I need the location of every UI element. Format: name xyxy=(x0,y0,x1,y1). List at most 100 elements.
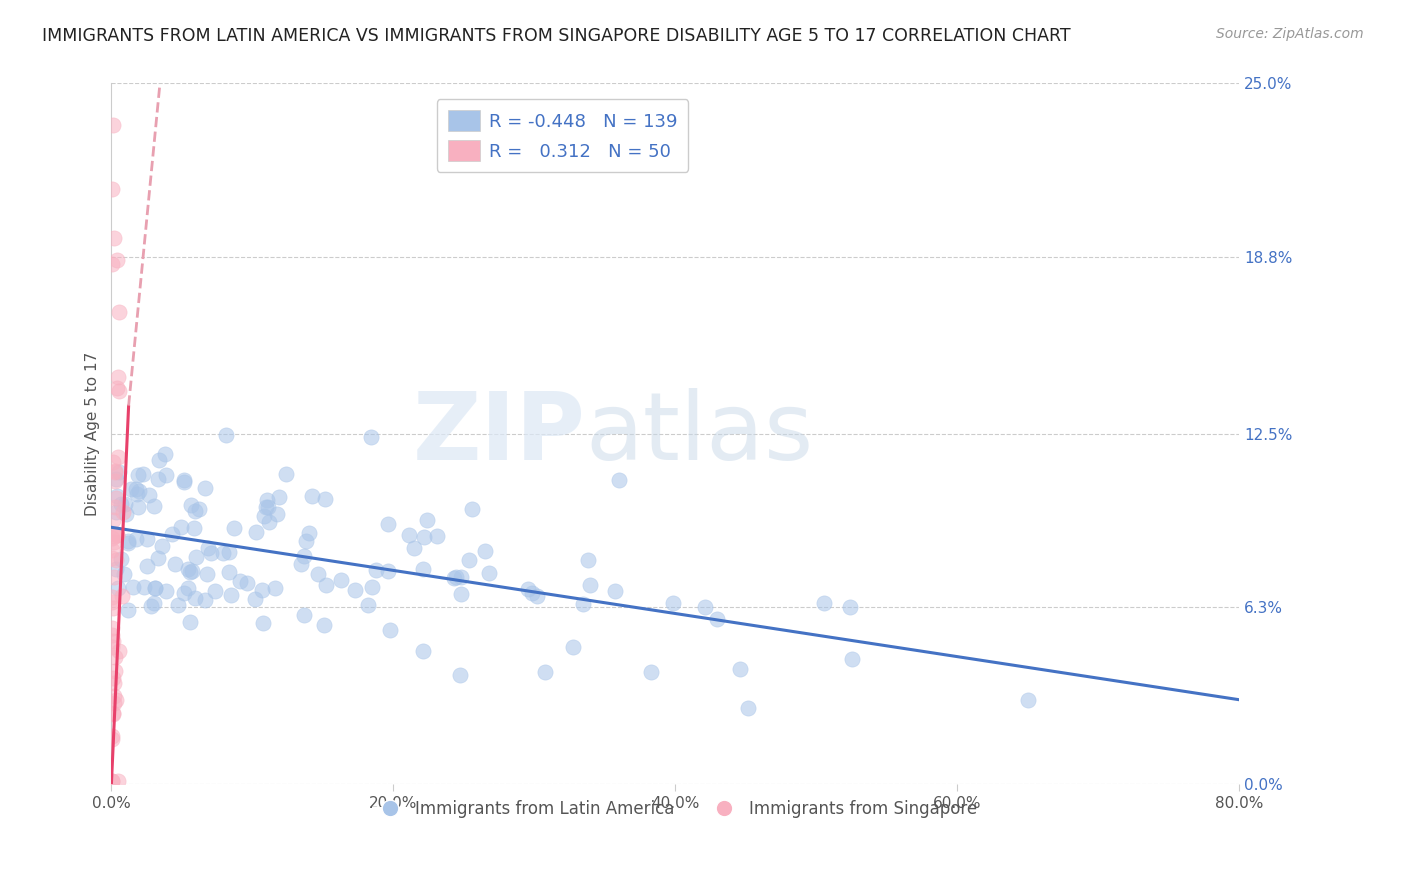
Point xyxy=(100,590,122,604)
Point xyxy=(412,562,434,576)
Point xyxy=(450,570,472,584)
Point xyxy=(104,463,127,477)
Point xyxy=(250,582,273,597)
Point xyxy=(101,706,124,721)
Point xyxy=(444,570,467,584)
Point xyxy=(195,567,218,582)
Point xyxy=(105,381,128,395)
Point xyxy=(290,557,312,571)
Point xyxy=(150,540,173,554)
Point xyxy=(307,566,329,581)
Point xyxy=(219,588,242,602)
Point xyxy=(254,500,277,515)
Point xyxy=(127,467,149,482)
Point xyxy=(101,455,124,469)
Point xyxy=(294,607,316,622)
Text: ZIP: ZIP xyxy=(412,388,585,480)
Point xyxy=(101,601,124,615)
Point xyxy=(117,536,139,550)
Point xyxy=(443,571,465,585)
Text: IMMIGRANTS FROM LATIN AMERICA VS IMMIGRANTS FROM SINGAPORE DISABILITY AGE 5 TO 1: IMMIGRANTS FROM LATIN AMERICA VS IMMIGRA… xyxy=(42,27,1071,45)
Point xyxy=(706,612,728,626)
Point xyxy=(138,488,160,502)
Point xyxy=(148,550,170,565)
Point xyxy=(108,384,131,398)
Point xyxy=(173,475,195,490)
Point xyxy=(177,582,200,596)
Point xyxy=(155,467,177,482)
Point xyxy=(105,693,128,707)
Point xyxy=(426,529,449,543)
Point xyxy=(315,578,337,592)
Point xyxy=(100,732,122,747)
Point xyxy=(378,623,401,637)
Text: atlas: atlas xyxy=(585,388,814,480)
Point xyxy=(101,257,124,271)
Point xyxy=(110,552,132,566)
Point xyxy=(163,557,186,571)
Point xyxy=(314,491,336,506)
Point xyxy=(841,652,863,666)
Point xyxy=(139,599,162,613)
Point xyxy=(298,526,321,541)
Point xyxy=(360,580,382,594)
Point xyxy=(377,516,399,531)
Point xyxy=(117,534,139,549)
Point xyxy=(450,587,472,601)
Point xyxy=(330,574,353,588)
Legend: Immigrants from Latin America, Immigrants from Singapore: Immigrants from Latin America, Immigrant… xyxy=(367,793,984,824)
Point xyxy=(103,696,125,710)
Point xyxy=(117,603,139,617)
Point xyxy=(122,580,145,594)
Point xyxy=(101,119,124,133)
Point xyxy=(142,500,165,514)
Point xyxy=(111,589,134,603)
Point xyxy=(132,580,155,594)
Point xyxy=(478,566,501,580)
Point xyxy=(104,465,127,479)
Point xyxy=(101,513,124,527)
Point xyxy=(107,581,129,595)
Point xyxy=(103,706,125,721)
Point xyxy=(229,574,252,589)
Point xyxy=(100,542,122,557)
Point xyxy=(173,473,195,487)
Point xyxy=(112,566,135,581)
Point xyxy=(357,598,380,612)
Point xyxy=(194,593,217,607)
Point xyxy=(398,528,420,542)
Point xyxy=(104,472,127,486)
Point xyxy=(266,508,288,522)
Point xyxy=(101,773,124,788)
Point xyxy=(100,621,122,635)
Point xyxy=(107,773,129,788)
Point xyxy=(103,230,125,244)
Point xyxy=(103,634,125,648)
Point xyxy=(200,546,222,560)
Point xyxy=(183,504,205,518)
Point xyxy=(257,515,280,529)
Point xyxy=(101,773,124,788)
Point xyxy=(312,618,335,632)
Point xyxy=(474,543,496,558)
Point xyxy=(146,472,169,486)
Point xyxy=(114,497,136,511)
Point xyxy=(603,584,626,599)
Point xyxy=(143,596,166,610)
Point xyxy=(103,535,125,549)
Point xyxy=(693,600,716,615)
Point xyxy=(101,729,124,743)
Point xyxy=(104,649,127,664)
Point xyxy=(457,553,479,567)
Point xyxy=(148,453,170,467)
Point xyxy=(640,665,662,680)
Point xyxy=(245,525,267,540)
Point xyxy=(127,500,149,515)
Point xyxy=(105,527,128,541)
Point xyxy=(179,615,201,629)
Point xyxy=(173,586,195,600)
Point xyxy=(104,505,127,519)
Point xyxy=(107,370,129,384)
Point xyxy=(662,596,685,610)
Point xyxy=(128,483,150,498)
